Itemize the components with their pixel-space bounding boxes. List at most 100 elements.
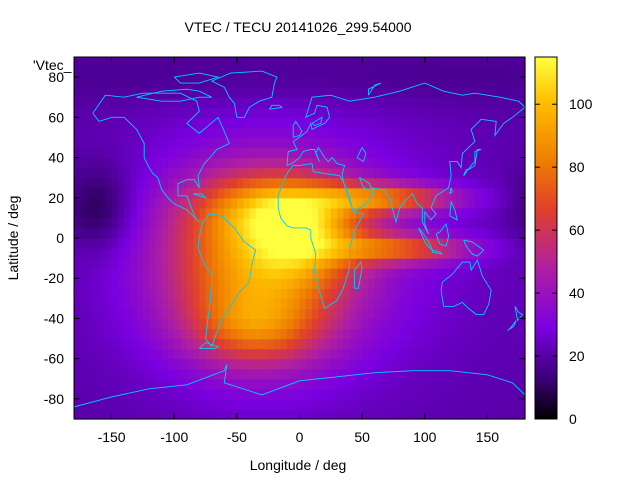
heatmap-cell: [86, 217, 94, 229]
heatmap-cell: [155, 207, 163, 219]
heatmap-cell: [431, 388, 438, 400]
heatmap-cell: [261, 348, 269, 360]
heatmap-cell: [343, 358, 351, 370]
heatmap-cell: [443, 137, 451, 149]
heatmap-cell: [124, 157, 131, 169]
heatmap-cell: [462, 107, 470, 118]
heatmap-cell: [387, 197, 395, 209]
heatmap-cell: [105, 177, 113, 189]
heatmap-cell: [431, 268, 438, 279]
heatmap-cell: [449, 117, 457, 128]
heatmap-cell: [418, 308, 426, 320]
heatmap-cell: [424, 278, 432, 289]
heatmap-cell: [268, 57, 276, 68]
heatmap-cell: [74, 67, 81, 78]
heatmap-cell: [149, 77, 157, 88]
heatmap-cell: [130, 398, 138, 410]
heatmap-cell: [224, 388, 232, 400]
heatmap-cell: [180, 248, 188, 259]
heatmap-cell: [180, 207, 188, 219]
heatmap-cell: [474, 187, 482, 199]
heatmap-cell: [487, 248, 495, 259]
heatmap-cell: [481, 147, 489, 159]
heatmap-cell: [268, 328, 276, 340]
heatmap-cell: [155, 227, 163, 239]
heatmap-cell: [205, 368, 213, 380]
heatmap-cell: [481, 378, 489, 390]
heatmap-cell: [142, 408, 150, 420]
heatmap-cell: [142, 187, 150, 199]
heatmap-cell: [293, 157, 301, 169]
heatmap-cell: [468, 238, 476, 249]
heatmap-cell: [92, 77, 100, 88]
heatmap-cell: [499, 358, 507, 370]
heatmap-cell: [512, 87, 520, 98]
heatmap-cell: [462, 217, 470, 229]
heatmap-cell: [474, 67, 482, 78]
heatmap-cell: [437, 368, 445, 380]
heatmap-cell: [92, 378, 100, 390]
heatmap-cell: [80, 167, 88, 179]
heatmap-cell: [218, 227, 225, 239]
heatmap-cell: [355, 187, 363, 199]
heatmap-cell: [368, 378, 376, 390]
heatmap-cell: [468, 348, 476, 360]
heatmap-cell: [305, 97, 313, 108]
heatmap-cell: [249, 268, 257, 279]
heatmap-cell: [462, 147, 470, 159]
heatmap-cell: [312, 217, 319, 229]
heatmap-cell: [268, 318, 276, 330]
heatmap-cell: [337, 197, 344, 209]
heatmap-cell: [481, 328, 489, 340]
heatmap-cell: [405, 177, 413, 189]
heatmap-cell: [236, 167, 244, 179]
heatmap-cell: [105, 57, 113, 68]
heatmap-cell: [124, 328, 131, 340]
heatmap-cell: [249, 227, 257, 239]
heatmap-cell: [343, 298, 351, 309]
heatmap-cell: [74, 328, 81, 340]
heatmap-cell: [506, 238, 514, 249]
heatmap-cell: [274, 318, 282, 330]
heatmap-cell: [286, 388, 294, 400]
heatmap-cell: [493, 248, 501, 259]
heatmap-cell: [224, 288, 232, 299]
heatmap-cell: [312, 107, 319, 118]
heatmap-cell: [324, 348, 332, 360]
heatmap-cell: [130, 147, 138, 159]
heatmap-cell: [161, 358, 169, 370]
heatmap-cell: [286, 147, 294, 159]
heatmap-cell: [155, 147, 163, 159]
heatmap-cell: [418, 298, 426, 309]
heatmap-cell: [274, 248, 282, 259]
heatmap-cell: [305, 57, 313, 68]
heatmap-cell: [92, 107, 100, 118]
heatmap-cell: [418, 268, 426, 279]
heatmap-cell: [456, 157, 463, 169]
heatmap-cell: [86, 107, 94, 118]
heatmap-cell: [380, 207, 388, 219]
heatmap-cell: [362, 167, 369, 179]
heatmap-cell: [418, 318, 426, 330]
heatmap-cell: [155, 268, 163, 279]
heatmap-cell: [142, 278, 150, 289]
heatmap-cell: [399, 217, 407, 229]
heatmap-cell: [349, 127, 357, 139]
heatmap-cell: [474, 398, 482, 410]
heatmap-cell: [512, 157, 520, 169]
heatmap-cell: [199, 187, 207, 199]
heatmap-cell: [149, 268, 157, 279]
heatmap-cell: [268, 137, 276, 149]
heatmap-cell: [424, 398, 432, 410]
heatmap-cell: [337, 167, 344, 179]
heatmap-cell: [274, 207, 282, 219]
heatmap-cell: [205, 298, 213, 309]
heatmap-cell: [456, 97, 463, 108]
heatmap-cell: [268, 258, 276, 269]
heatmap-cell: [405, 288, 413, 299]
heatmap-cell: [142, 117, 150, 128]
heatmap-cell: [437, 308, 445, 320]
heatmap-cell: [499, 137, 507, 149]
heatmap-cell: [380, 408, 388, 420]
heatmap-cell: [499, 217, 507, 229]
